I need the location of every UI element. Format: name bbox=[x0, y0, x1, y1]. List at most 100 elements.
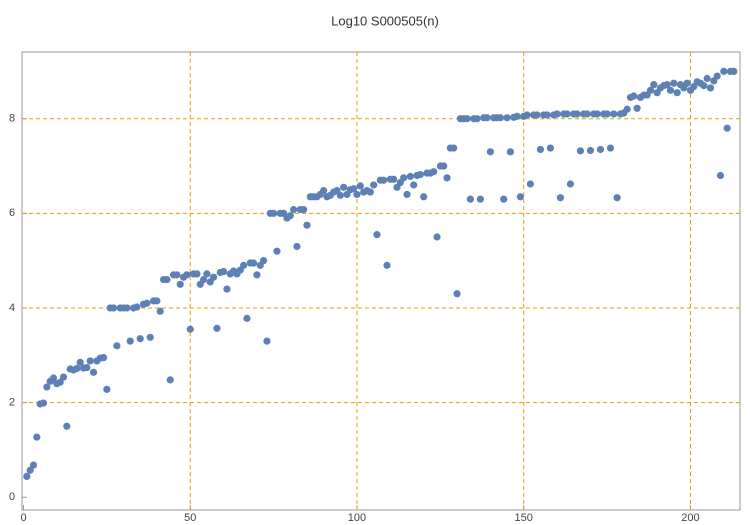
point bbox=[133, 303, 141, 311]
point bbox=[83, 363, 91, 372]
point bbox=[250, 259, 258, 267]
point bbox=[410, 181, 418, 189]
point bbox=[263, 337, 271, 345]
chart-title: Log10 S000505(n) bbox=[331, 13, 439, 28]
point bbox=[59, 373, 68, 381]
point bbox=[683, 79, 691, 87]
point bbox=[166, 376, 174, 384]
point bbox=[473, 115, 481, 123]
point bbox=[260, 257, 268, 265]
point bbox=[596, 145, 605, 154]
point bbox=[403, 190, 411, 199]
point bbox=[546, 144, 555, 152]
point bbox=[603, 110, 611, 118]
point bbox=[466, 195, 474, 203]
point bbox=[420, 193, 428, 201]
point bbox=[153, 297, 161, 305]
point bbox=[380, 176, 388, 184]
point bbox=[526, 180, 535, 188]
point bbox=[156, 307, 164, 315]
x-tick-label: 100 bbox=[348, 512, 366, 524]
point bbox=[320, 187, 328, 195]
point bbox=[136, 335, 144, 343]
point bbox=[506, 148, 514, 156]
point bbox=[253, 271, 261, 279]
point bbox=[543, 111, 551, 119]
point bbox=[516, 193, 524, 201]
point bbox=[453, 290, 461, 298]
point bbox=[673, 89, 681, 97]
point bbox=[183, 271, 191, 279]
point bbox=[240, 261, 248, 269]
point bbox=[646, 86, 655, 94]
point bbox=[49, 374, 58, 382]
point bbox=[593, 110, 601, 118]
point bbox=[26, 466, 34, 474]
point bbox=[400, 174, 408, 182]
point bbox=[556, 194, 565, 202]
point bbox=[700, 81, 708, 90]
point bbox=[586, 146, 595, 155]
point bbox=[286, 212, 294, 220]
point bbox=[173, 271, 181, 279]
point bbox=[356, 182, 364, 190]
point bbox=[243, 314, 251, 322]
point bbox=[109, 304, 118, 312]
point bbox=[366, 188, 374, 196]
point bbox=[666, 86, 675, 94]
point bbox=[486, 148, 494, 156]
point bbox=[430, 168, 438, 176]
point bbox=[730, 67, 738, 75]
point bbox=[433, 233, 441, 241]
point bbox=[606, 144, 615, 152]
point bbox=[146, 333, 154, 341]
point bbox=[463, 115, 471, 123]
point bbox=[670, 79, 678, 87]
point bbox=[533, 111, 541, 119]
point bbox=[340, 183, 348, 191]
point bbox=[63, 422, 71, 430]
point bbox=[23, 472, 31, 481]
x-tick-label: 150 bbox=[515, 512, 533, 524]
point bbox=[390, 175, 398, 183]
point bbox=[523, 111, 531, 119]
point bbox=[193, 270, 201, 278]
y-tick-label: 0 bbox=[9, 491, 15, 503]
point bbox=[86, 357, 94, 365]
point bbox=[513, 112, 521, 120]
point bbox=[663, 81, 671, 89]
point bbox=[186, 325, 194, 333]
point bbox=[353, 190, 361, 199]
point bbox=[573, 110, 581, 118]
point bbox=[350, 185, 358, 193]
point bbox=[633, 104, 641, 112]
point bbox=[450, 144, 458, 152]
point bbox=[303, 221, 311, 229]
plot-frame bbox=[21, 51, 741, 511]
point bbox=[33, 433, 41, 441]
y-tick-label: 2 bbox=[9, 397, 15, 409]
point bbox=[440, 162, 448, 170]
point bbox=[703, 74, 711, 83]
point bbox=[199, 275, 208, 284]
point bbox=[103, 385, 111, 393]
point bbox=[29, 461, 38, 469]
point bbox=[209, 273, 218, 281]
x-tick-label: 0 bbox=[20, 512, 26, 524]
point bbox=[496, 114, 504, 122]
point bbox=[610, 110, 618, 118]
y-tick-label: 8 bbox=[9, 113, 15, 125]
point bbox=[476, 195, 484, 203]
point bbox=[713, 72, 721, 80]
point bbox=[219, 267, 228, 276]
point bbox=[483, 114, 491, 122]
point bbox=[406, 172, 414, 181]
point bbox=[43, 383, 51, 391]
point bbox=[293, 242, 301, 251]
point bbox=[500, 195, 508, 203]
point bbox=[650, 81, 658, 89]
point bbox=[76, 358, 84, 366]
point bbox=[39, 399, 48, 407]
point bbox=[623, 105, 631, 113]
